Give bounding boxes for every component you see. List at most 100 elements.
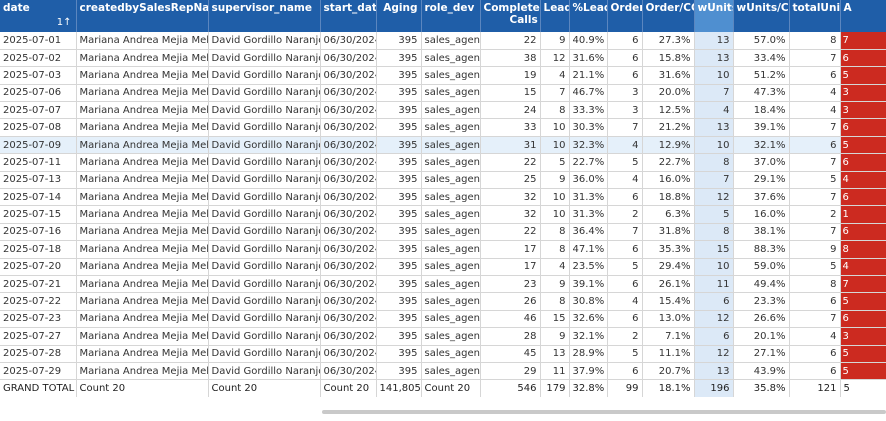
cell-pct-lead[interactable]: 40.9% <box>569 32 608 50</box>
cell-order-cc[interactable]: 35.3% <box>642 240 695 259</box>
cell-lead[interactable]: 10 <box>540 136 570 155</box>
cell-completed-calls[interactable]: 26 <box>480 292 541 311</box>
col-header-completed-calls[interactable]: Completed Calls 2↓ <box>480 0 541 32</box>
cell-completed-calls[interactable]: 15 <box>480 84 541 103</box>
cell-sales-rep[interactable]: Mariana Andrea Mejia Melo <box>76 171 209 190</box>
col-header-pct-lead[interactable]: %Lead <box>569 0 608 32</box>
cell-a[interactable]: 4 <box>840 171 886 190</box>
cell-date[interactable]: 2025-07-18 <box>0 240 77 259</box>
cell-lead[interactable]: 11 <box>540 362 570 381</box>
cell-aging[interactable]: 395 <box>376 310 422 329</box>
cell-total-units[interactable]: 7 <box>789 188 841 207</box>
cell-wunits[interactable]: 6 <box>694 292 734 311</box>
cell-a[interactable]: 6 <box>840 118 886 137</box>
cell-aging[interactable]: 395 <box>376 32 422 50</box>
cell-completed-calls[interactable]: 23 <box>480 275 541 294</box>
cell-start-date[interactable]: 06/30/2024 <box>320 188 377 207</box>
horizontal-scrollbar[interactable] <box>322 410 886 414</box>
col-header-start-date[interactable]: start_date <box>320 0 377 32</box>
cell-sales-rep[interactable]: Mariana Andrea Mejia Melo <box>76 32 209 50</box>
cell-start-date[interactable]: 06/30/2024 <box>320 118 377 137</box>
cell-a[interactable]: 7 <box>840 32 886 50</box>
cell-supervisor[interactable]: David Gordillo Naranjo <box>208 32 321 50</box>
cell-total-units[interactable]: 5 <box>789 171 841 190</box>
cell-lead[interactable]: 12 <box>540 49 570 68</box>
cell-order[interactable]: 4 <box>607 171 643 190</box>
table-row[interactable]: 2025-07-27 Mariana Andrea Mejia Melo David… <box>0 327 886 346</box>
cell-a[interactable]: 5 <box>840 136 886 155</box>
cell-start-date[interactable]: 06/30/2024 <box>320 310 377 329</box>
cell-aging[interactable]: 395 <box>376 49 422 68</box>
cell-total-units[interactable]: 7 <box>789 49 841 68</box>
cell-date[interactable]: 2025-07-27 <box>0 327 77 346</box>
cell-wunits[interactable]: 12 <box>694 188 734 207</box>
cell-total-units[interactable]: 6 <box>789 136 841 155</box>
cell-role[interactable]: sales_agent <box>421 205 481 224</box>
cell-supervisor[interactable]: David Gordillo Naranjo <box>208 84 321 103</box>
cell-a[interactable]: 3 <box>840 101 886 120</box>
cell-supervisor[interactable]: David Gordillo Naranjo <box>208 292 321 311</box>
cell-supervisor[interactable]: David Gordillo Naranjo <box>208 49 321 68</box>
cell-sales-rep[interactable]: Mariana Andrea Mejia Melo <box>76 188 209 207</box>
cell-wunits[interactable]: 8 <box>694 153 734 172</box>
cell-start-date[interactable]: 06/30/2024 <box>320 153 377 172</box>
cell-order[interactable]: 6 <box>607 32 643 50</box>
table-row[interactable]: 2025-07-21 Mariana Andrea Mejia Melo David… <box>0 275 886 294</box>
cell-pct-lead[interactable]: 31.3% <box>569 205 608 224</box>
cell-lead[interactable]: 4 <box>540 66 570 85</box>
cell-date[interactable]: 2025-07-02 <box>0 49 77 68</box>
cell-supervisor[interactable]: David Gordillo Naranjo <box>208 275 321 294</box>
cell-lead[interactable]: 15 <box>540 310 570 329</box>
cell-wunits-cc[interactable]: 23.3% <box>733 292 790 311</box>
cell-start-date[interactable]: 06/30/2024 <box>320 49 377 68</box>
cell-a[interactable]: 6 <box>840 188 886 207</box>
table-row[interactable]: 2025-07-03 Mariana Andrea Mejia Melo David… <box>0 66 886 85</box>
cell-role[interactable]: sales_agent <box>421 49 481 68</box>
table-row[interactable]: 2025-07-20 Mariana Andrea Mejia Melo David… <box>0 258 886 276</box>
cell-lead[interactable]: 10 <box>540 205 570 224</box>
cell-order-cc[interactable]: 31.8% <box>642 223 695 242</box>
cell-order-cc[interactable]: 27.3% <box>642 32 695 50</box>
cell-order[interactable]: 4 <box>607 136 643 155</box>
col-header-order[interactable]: Order <box>607 0 643 32</box>
cell-aging[interactable]: 395 <box>376 240 422 259</box>
cell-total-units[interactable]: 7 <box>789 223 841 242</box>
cell-total-units[interactable]: 4 <box>789 84 841 103</box>
cell-sales-rep[interactable]: Mariana Andrea Mejia Melo <box>76 84 209 103</box>
col-header-a[interactable]: A <box>840 0 886 32</box>
cell-order-cc[interactable]: 16.0% <box>642 171 695 190</box>
cell-pct-lead[interactable]: 36.4% <box>569 223 608 242</box>
cell-a[interactable]: 5 <box>840 66 886 85</box>
cell-date[interactable]: 2025-07-20 <box>0 258 77 276</box>
cell-order-cc[interactable]: 29.4% <box>642 258 695 276</box>
cell-lead[interactable]: 8 <box>540 223 570 242</box>
cell-date[interactable]: 2025-07-09 <box>0 136 77 155</box>
cell-aging[interactable]: 395 <box>376 345 422 363</box>
cell-lead[interactable]: 9 <box>540 327 570 346</box>
cell-order-cc[interactable]: 13.0% <box>642 310 695 329</box>
cell-wunits-cc[interactable]: 59.0% <box>733 258 790 276</box>
cell-wunits-cc[interactable]: 20.1% <box>733 327 790 346</box>
cell-a[interactable]: 5 <box>840 292 886 311</box>
cell-role[interactable]: sales_agent <box>421 136 481 155</box>
col-header-wunits[interactable]: wUnits <box>694 0 734 32</box>
cell-order-cc[interactable]: 26.1% <box>642 275 695 294</box>
cell-completed-calls[interactable]: 29 <box>480 362 541 381</box>
col-header-supervisor[interactable]: supervisor_name <box>208 0 321 32</box>
cell-wunits-cc[interactable]: 18.4% <box>733 101 790 120</box>
cell-a[interactable]: 6 <box>840 49 886 68</box>
cell-total-units[interactable]: 4 <box>789 327 841 346</box>
cell-pct-lead[interactable]: 31.6% <box>569 49 608 68</box>
cell-supervisor[interactable]: David Gordillo Naranjo <box>208 240 321 259</box>
cell-order[interactable]: 4 <box>607 292 643 311</box>
cell-date[interactable]: 2025-07-11 <box>0 153 77 172</box>
cell-wunits-cc[interactable]: 47.3% <box>733 84 790 103</box>
cell-sales-rep[interactable]: Mariana Andrea Mejia Melo <box>76 258 209 276</box>
cell-wunits[interactable]: 11 <box>694 275 734 294</box>
cell-wunits-cc[interactable]: 33.4% <box>733 49 790 68</box>
table-row[interactable]: 2025-07-15 Mariana Andrea Mejia Melo David… <box>0 205 886 224</box>
cell-sales-rep[interactable]: Mariana Andrea Mejia Melo <box>76 136 209 155</box>
cell-wunits-cc[interactable]: 37.0% <box>733 153 790 172</box>
cell-wunits-cc[interactable]: 37.6% <box>733 188 790 207</box>
cell-aging[interactable]: 395 <box>376 188 422 207</box>
